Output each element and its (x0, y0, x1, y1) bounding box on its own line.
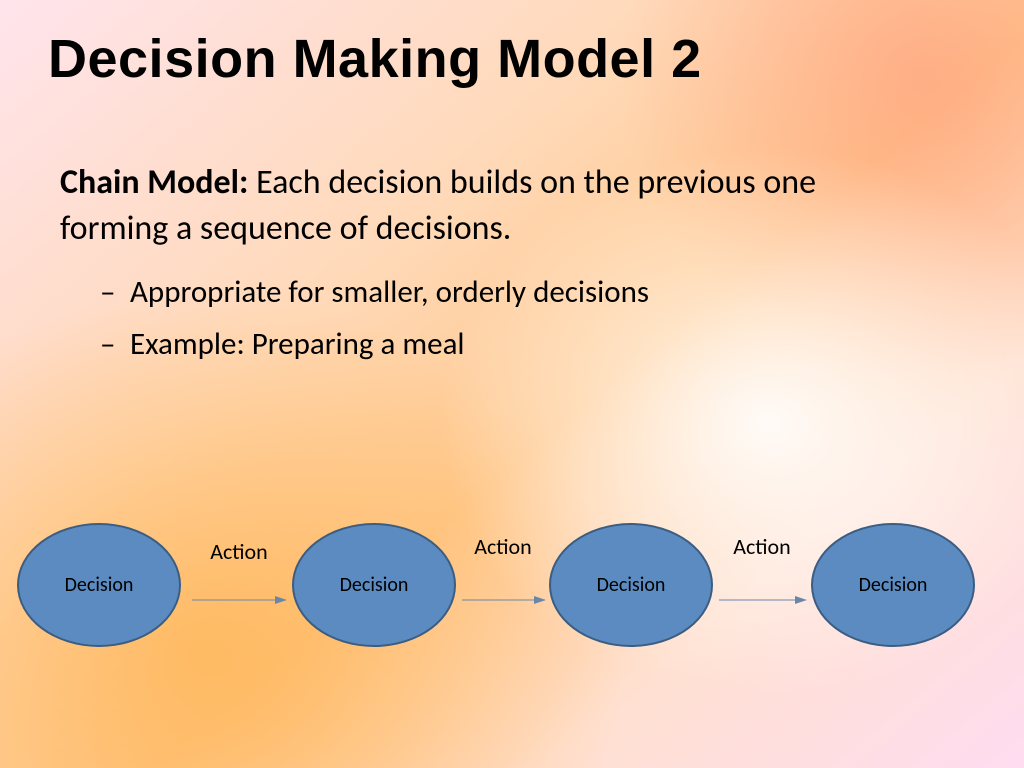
diagram-node: Decision (17, 523, 181, 647)
diagram-node: Decision (292, 523, 456, 647)
slide-title: Decision Making Model 2 (48, 28, 702, 90)
edge-label: Action (199, 538, 279, 565)
chain-diagram: ActionActionActionDecisionDecisionDecisi… (0, 0, 1024, 768)
diagram-arrows (0, 0, 1024, 768)
paragraph-lead: Chain Model: (60, 162, 248, 203)
slide-paragraph: Chain Model: Each decision builds on the… (60, 160, 920, 252)
edge-label: Action (463, 533, 543, 560)
diagram-node: Decision (549, 523, 713, 647)
bullet-list: Appropriate for smaller, orderly decisio… (130, 272, 910, 376)
bullet-item: Example: Preparing a meal (130, 324, 910, 366)
bullet-item: Appropriate for smaller, orderly decisio… (130, 272, 910, 314)
edge-label: Action (722, 533, 802, 560)
diagram-node: Decision (811, 523, 975, 647)
